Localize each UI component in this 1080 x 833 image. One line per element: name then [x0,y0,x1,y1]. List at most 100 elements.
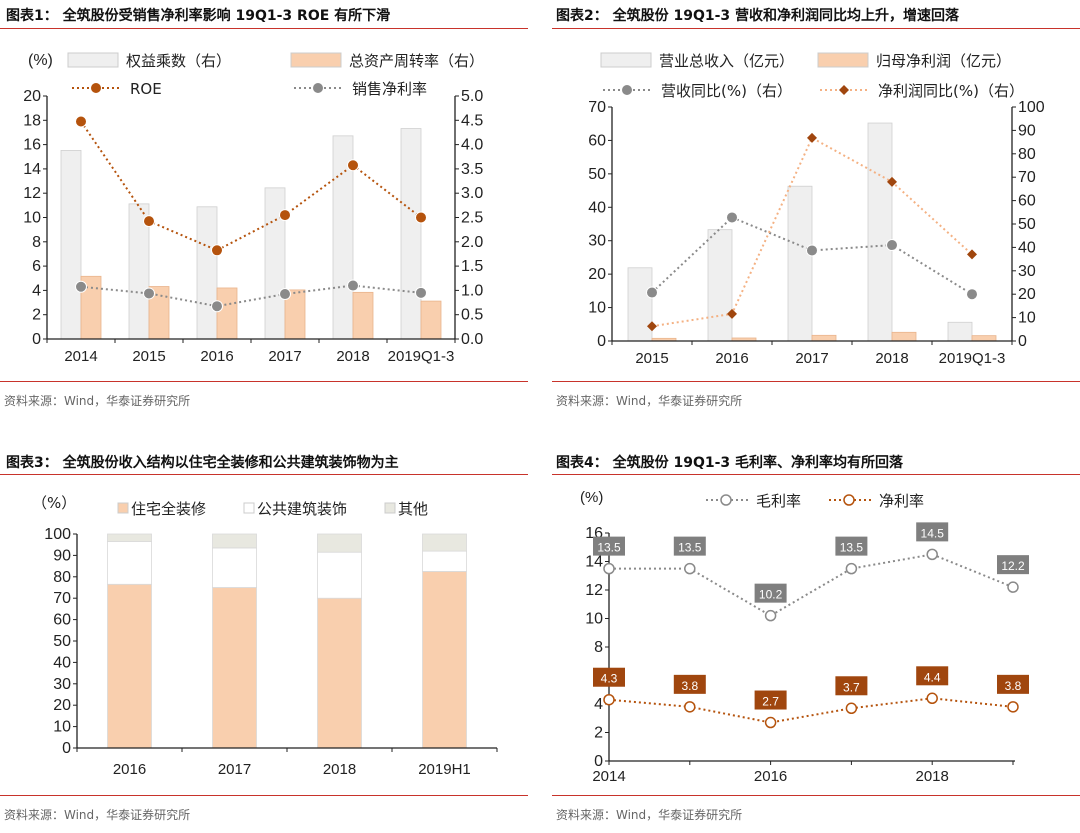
bar-2018-s1 [891,331,917,342]
y2-tick-label: 5.0 [461,88,483,105]
y2-tick-label: 70 [1018,169,1036,186]
chart2-bottom-rule [552,381,1080,382]
y-tick-label: 0 [32,331,41,348]
legend-label-3: 净利润同比(%)（右） [878,82,1024,100]
data-label-box [916,666,949,686]
bar-2019Q1-3-s0 [947,321,973,342]
legend-label-0: 毛利率 [756,492,801,510]
y2-tick-label: 40 [1018,239,1036,256]
bar-2019H1-0 [422,571,467,749]
y2-tick-label: 80 [1018,146,1036,163]
bar-2017-2 [212,533,257,549]
line-series-1 [608,697,1014,724]
y-tick-label: 50 [588,166,606,183]
x-tick-label: 2018 [336,348,369,365]
y-tick-label: 10 [588,300,606,317]
chart3-bottom-rule [0,795,528,796]
bar-2018-2 [317,533,362,553]
legend-2-marker [90,82,102,94]
data-label: 12.2 [1001,559,1025,573]
chart1-title: 图表1： 全筑股份受销售净利率影响 19Q1-3 ROE 有所下滑 [6,8,391,24]
legend-swatch-0 [67,52,119,68]
y-tick-label: 4 [594,696,603,713]
x-tick-label: 2015 [132,348,165,365]
chart4-source: 资料来源：Wind，华泰证券研究所 [556,808,743,822]
x-tick-label: 2016 [754,768,787,785]
y-tick-label: 10 [23,210,41,227]
chart3-title-rule [0,474,528,475]
x-tick-label: 2017 [795,350,828,367]
y-tick-label: 0 [597,333,606,350]
point-2017-s0 [845,562,858,575]
data-label: 3.7 [843,680,860,694]
y-tick-label: 0 [62,740,71,757]
point-2017-s3 [279,288,291,301]
legend-label-2: 营收同比(%)（右） [661,82,792,100]
data-label-box [997,555,1029,575]
y-tick-label: 12 [23,185,41,202]
bar-2016-s0 [196,206,218,340]
data-label-box [754,583,787,603]
data-label-box [593,667,625,687]
point-2019-s1 [1007,701,1019,713]
line-series-0 [609,553,1014,617]
bar-2019Q1-3-s1 [971,335,997,342]
point-2019Q1-3-s2 [415,211,427,224]
bar-2015-s0 [627,267,653,342]
legend-label-3: 销售净利率 [352,80,427,98]
x-tick-label: 2016 [200,348,233,365]
y-tick-label: 20 [588,266,606,283]
chart4-bottom-rule [552,795,1080,796]
y-tick-label: 90 [53,547,71,564]
data-label-box [593,536,625,556]
y-tick-label: 8 [32,234,41,251]
legend-label-1: 净利率 [879,492,924,510]
bar-2016-s1 [216,287,238,340]
y2-tick-label: 0.5 [461,307,483,324]
point-2018-s3 [887,176,897,187]
x-tick-label: 2016 [715,350,748,367]
y-tick-label: 100 [44,526,71,543]
legend-swatch-1 [243,502,255,514]
y2-tick-label: 4.0 [461,137,483,154]
y2-tick-label: 0.0 [461,331,483,348]
point-2017-s2 [279,209,291,222]
bar-2017-0 [212,587,257,749]
data-label-box [916,522,949,542]
point-2018-s0 [926,548,938,561]
data-label: 13.5 [597,541,621,555]
bar-2018-s1 [352,291,374,340]
point-2016-s0 [764,609,777,622]
point-2015-s0 [684,562,696,575]
legend-3-marker [839,85,849,95]
bar-2016-s0 [707,229,733,342]
y2-tick-label: 4.5 [461,112,483,129]
y-tick-label: 30 [588,233,606,250]
legend-label-1: 公共建筑装饰 [257,500,347,518]
legend-swatch-0 [117,502,129,514]
point-2017-s3 [807,132,817,143]
bar-2018-s0 [867,122,893,342]
data-label: 4.4 [924,670,941,684]
x-tick-label: 2018 [323,761,356,778]
data-label: 4.3 [601,672,618,686]
point-2018-s2 [347,159,359,172]
chart2-source: 资料来源：Wind，华泰证券研究所 [556,394,743,408]
data-label: 14.5 [921,526,945,540]
chart4-title-rule [552,474,1080,475]
bar-2018-1 [317,551,362,599]
data-label-box [673,674,706,694]
point-2015-s2 [646,286,658,299]
y-tick-label: 14 [585,554,603,571]
bar-2019Q1-3-s0 [400,128,422,340]
point-2019Q1-3-s3 [967,249,977,260]
chart2-title: 图表2： 全筑股份 19Q1-3 营收和净利润同比均上升，增速回落 [556,8,960,24]
y-tick-label: 30 [53,676,71,693]
line-series-3 [651,136,973,328]
y2-tick-label: 0 [1018,333,1027,350]
legend-0-marker [720,494,732,506]
point-2015-s2 [143,215,155,228]
chart1-title-rule [0,28,528,29]
y2-tick-label: 10 [1018,310,1036,327]
